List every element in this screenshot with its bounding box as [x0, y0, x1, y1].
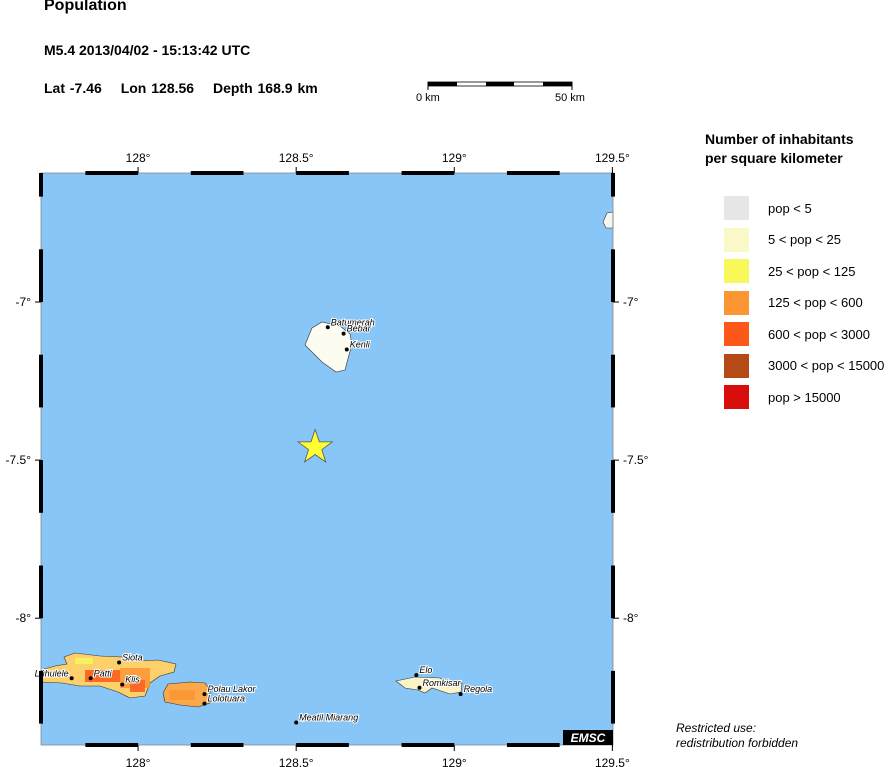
city-label: Batumerah [331, 317, 375, 327]
city-label: Patti [94, 668, 113, 678]
legend-item: 3000 < pop < 15000 [724, 353, 885, 378]
usage-notice-line2: redistribution forbidden [676, 736, 799, 750]
city-dot [344, 347, 349, 352]
city-label: Kenli [350, 339, 371, 349]
city-dot [117, 660, 122, 665]
legend-title: Number of inhabitants per square kilomet… [705, 130, 854, 168]
city-label: Regola [464, 684, 493, 694]
legend-item: 25 < pop < 125 [724, 259, 855, 283]
city-label: Elo [419, 665, 432, 675]
lon-tick-label-bottom: 128° [126, 756, 151, 767]
longitude: Lon 128.56 [120, 80, 195, 96]
axis-ticks: 128° 128° 128.5° 128.5° 129° 129° 129.5° 129.5°… [6, 151, 649, 767]
legend-swatch [724, 353, 749, 378]
lon-tick-label-bottom: 129° [442, 756, 467, 767]
city: Klis [120, 674, 141, 687]
city-dot [120, 682, 125, 687]
legend-swatch [724, 196, 749, 220]
city-markers: BatumerahBebarKenliSiotaPattiLühuleleKli… [34, 316, 493, 725]
legend-title-line1: Number of inhabitants [705, 131, 854, 147]
legend-label: 5 < pop < 25 [768, 232, 842, 247]
lon-tick-label-top: 129° [442, 151, 467, 165]
legend-label: 125 < pop < 600 [768, 295, 863, 310]
city-dot [458, 692, 463, 697]
usage-notice: Restricted use: redistribution forbidden [676, 721, 798, 751]
islands [40, 211, 614, 708]
city: Siota [117, 651, 144, 665]
legend-swatch [724, 322, 749, 346]
legend-label: pop < 5 [768, 200, 812, 216]
legend-item: pop > 15000 [724, 385, 841, 409]
lon-tick-label-bottom: 128.5° [279, 756, 314, 767]
legend-item: 600 < pop < 3000 [724, 322, 870, 346]
lat-tick-label-right: -8° [623, 611, 639, 625]
city-dot [417, 685, 422, 690]
lat-tick-label-right: -7° [623, 295, 639, 309]
city-label: Siota [122, 652, 143, 662]
latitude: Lat -7.46 [44, 80, 102, 96]
legend-item: 125 < pop < 600 [724, 290, 863, 315]
scale-end-label: 50 km [555, 92, 585, 104]
map-title: Population [44, 0, 127, 14]
lon-tick-label-top: 129.5° [595, 151, 630, 165]
city: Polau Lakor [202, 683, 258, 697]
legend-item: pop < 5 [724, 196, 812, 220]
lat-tick-label-left: -8° [16, 611, 32, 625]
city: Regola [458, 683, 493, 697]
epicenter-star-icon [296, 428, 334, 464]
legend-item: 5 < pop < 25 [724, 227, 842, 252]
legend-label: 600 < pop < 3000 [768, 326, 870, 342]
city: Batumerah [325, 316, 376, 330]
city-dot [202, 692, 207, 697]
lat-tick-label-right: -7.5° [623, 453, 649, 467]
city-dot [294, 720, 299, 725]
legend-swatch [724, 227, 749, 252]
city: Elo [414, 664, 433, 678]
city-dot [88, 676, 93, 681]
legend-label: 3000 < pop < 15000 [768, 358, 885, 373]
city-dot [202, 701, 207, 706]
city: Meatil Miarang [294, 712, 359, 725]
lon-tick-label-bottom: 129.5° [595, 756, 630, 767]
island-romang [304, 321, 353, 373]
legend-swatch [724, 290, 749, 315]
legend-label: pop > 15000 [768, 389, 841, 405]
legend-label: 25 < pop < 125 [768, 263, 856, 279]
population-patches [75, 658, 195, 700]
scale-bar [427, 81, 573, 90]
city-dot [341, 331, 346, 336]
city-label: Klis [125, 675, 140, 685]
city: Kenli [344, 338, 372, 352]
island-east [395, 676, 463, 695]
depth: Depth 168.9 km [212, 80, 318, 96]
water [41, 173, 613, 745]
city-label: Bebar [347, 324, 372, 334]
lat-tick-label-left: -7° [16, 295, 32, 309]
city-dot [325, 325, 330, 330]
city: Lolotuara [202, 693, 246, 706]
legend-swatch [724, 385, 749, 409]
usage-notice-line1: Restricted use: [676, 721, 757, 735]
city: Bebar [341, 323, 373, 336]
lat-tick-label-left: -7.5° [6, 453, 32, 467]
frame-ticks [39, 171, 615, 747]
city-label: Meatil Miarang [299, 713, 358, 723]
emsc-watermark: EMSC [563, 730, 613, 745]
legend-title-line2: per square kilometer [705, 150, 843, 166]
lon-tick-label-top: 128.5° [279, 151, 314, 165]
city: Patti [88, 667, 114, 681]
legend-swatch [724, 259, 749, 283]
city-label: Romkisar [422, 678, 461, 688]
lon-tick-label-top: 128° [126, 151, 151, 165]
event-info: M5.4 2013/04/02 - 15:13:42 UTC [44, 42, 251, 58]
event-location: Lat -7.46 Lon 128.56 Depth 168.9 km [44, 80, 332, 96]
city-label: Polau Lakor [207, 684, 256, 694]
city-label: Lolotuara [207, 694, 245, 704]
scale-start-label: 0 km [416, 92, 440, 104]
svg-text:EMSC: EMSC [571, 731, 606, 745]
city-dot [414, 673, 419, 678]
city: Romkisar [417, 677, 462, 690]
city-dot [69, 676, 74, 681]
